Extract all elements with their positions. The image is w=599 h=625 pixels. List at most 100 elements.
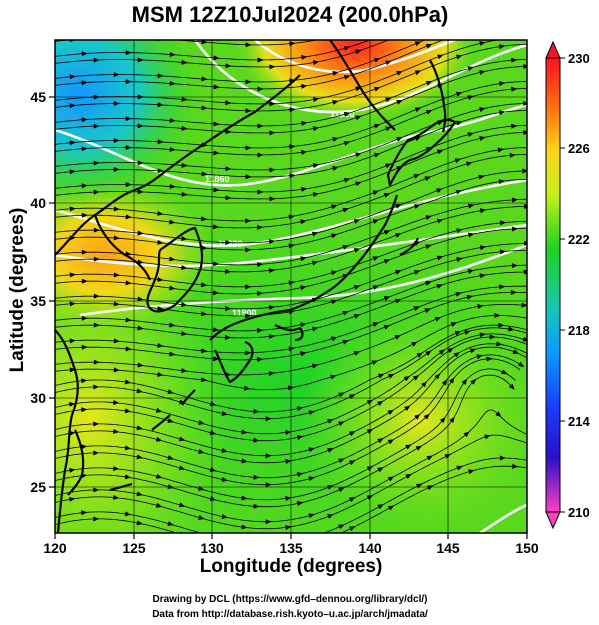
streamline-arrow [414,413,421,420]
streamline-arrow [257,86,264,92]
streamline-arrow [403,375,411,382]
streamline [55,333,527,435]
streamline-arrow [201,311,208,317]
x-tick-label: 120 [43,540,67,556]
streamline-arrow [426,15,432,20]
map-title: MSM 12Z10Jul2024 (200.0hPa) [131,2,449,27]
streamline-arrow [499,284,506,290]
streamline-arrow [254,541,260,546]
streamline-arrow [489,334,496,340]
contour-labels: 11820 11860 11880 11900 [205,109,355,318]
streamline-arrow [495,411,502,418]
contour-label: 11860 [205,174,230,184]
streamline-arrow [181,331,188,336]
streamline-arrow [312,97,320,103]
streamline-arrow [332,34,338,39]
streamline-arrow [479,70,486,75]
streamline-arrow [343,177,351,183]
streamline-arrow [331,336,338,342]
streamline-arrow [523,130,527,136]
streamline-arrow [344,9,350,14]
streamline-arrow [383,296,391,301]
streamline-arrow [136,454,143,460]
streamline-arrow [213,290,220,296]
streamline-arrow [93,322,100,328]
streamline-arrow [308,542,314,547]
y-tick-label: 25 [30,479,46,495]
streamline-arrow [155,473,163,479]
streamline-arrow [377,438,384,444]
streamline-arrow [169,80,176,86]
streamline-arrow [69,206,76,212]
streamline-arrow [213,224,220,230]
streamline-arrow [245,79,252,85]
streamline-arrow [268,305,276,311]
streamline-arrow [479,332,486,338]
streamline-arrow [167,389,174,395]
streamline-arrow [169,219,176,225]
streamline-arrow [394,335,402,340]
streamline-arrow [269,101,276,107]
streamline-arrow [113,428,120,434]
streamline-arrow [385,60,392,66]
streamline-arrow [523,64,527,70]
streamline-arrow [265,519,272,525]
streamline-arrow [385,163,392,169]
streamline-arrow [81,378,88,384]
streamline-arrow [478,174,485,180]
colorbar-tick-label: 218 [568,323,590,338]
streamline-arrow [511,57,518,63]
streamline-arrow [434,317,442,322]
streamline-arrow [69,74,76,80]
streamline-arrow [258,20,264,25]
streamline-arrow [450,322,458,327]
streamline-arrow [353,351,361,356]
x-tick-label: 140 [358,540,382,556]
streamline-arrow [225,240,232,246]
streamline-arrow [425,215,432,221]
streamline-arrow [511,263,518,269]
streamline-arrow [225,269,232,275]
streamline-arrow [213,55,220,61]
streamline-arrow [81,146,88,152]
streamline-arrow [137,189,144,195]
streamline-arrow [94,29,100,34]
streamline-arrow [169,146,176,152]
streamline-arrow [285,496,292,501]
streamline-arrow [81,407,88,413]
streamline-arrow [327,514,334,519]
streamline-arrow [257,123,264,129]
streamline-arrow [342,207,349,213]
streamline [55,40,372,61]
streamline [55,343,527,457]
streamline-arrow [413,174,420,179]
streamline-arrow [209,430,217,436]
coastlines [55,40,457,533]
streamline-arrow [311,363,319,369]
streamline-arrow [425,281,432,286]
streamline-arrow [157,371,164,377]
streamline-arrow [265,453,272,459]
streamline-arrow [69,496,76,502]
streamline-arrow [455,120,463,126]
streamline-arrow [301,149,308,155]
streamline-arrow [69,430,76,436]
streamline-arrow [331,204,338,210]
streamline-arrow [113,167,120,173]
streamline-arrow [209,401,217,407]
streamline-arrow [178,436,186,442]
streamline-arrow [385,97,392,103]
streamline-arrow [241,524,248,530]
streamline-arrow [155,502,163,508]
streamline-arrow [372,256,380,262]
streamline-arrow [138,28,144,33]
streamline-arrow [395,204,402,209]
streamline-arrow [526,445,527,446]
streamline-arrow [125,50,132,56]
streamline-arrow [523,101,527,107]
streamline-arrow [201,105,208,111]
streamline [55,110,527,178]
streamline-arrow [201,245,208,251]
streamline-arrow [416,352,423,358]
streamline-arrow [424,308,431,314]
